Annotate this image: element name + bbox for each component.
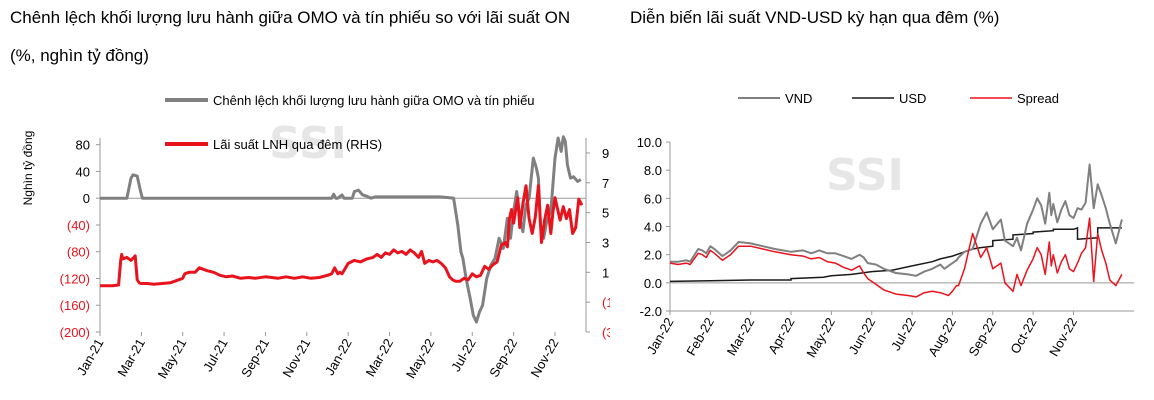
watermark: SSI bbox=[826, 150, 904, 201]
x-tick-label: Apr-22 bbox=[765, 315, 798, 356]
y-tick-label: (80) bbox=[67, 245, 90, 260]
x-tick-label: Jun-22 bbox=[845, 315, 878, 357]
y-tick-label: 0 bbox=[83, 191, 90, 206]
x-tick-label: Nov-22 bbox=[528, 336, 562, 380]
chart-left-subtitle: (%, nghìn tỷ đồng) bbox=[10, 46, 149, 65]
y-tick-label: 2.0 bbox=[644, 248, 662, 263]
y-tick-label: 0.0 bbox=[644, 276, 662, 291]
y-tick-label: (120) bbox=[60, 271, 90, 286]
y2-tick-label: 5 bbox=[602, 206, 609, 221]
y-tick-label: (200) bbox=[60, 325, 90, 340]
y-tick-label: 10.0 bbox=[637, 135, 662, 150]
y-tick-label: -2.0 bbox=[640, 304, 662, 319]
x-tick-label: Jan-21 bbox=[74, 336, 107, 378]
x-tick-label: Sep-21 bbox=[238, 336, 272, 380]
x-tick-label: Jul-22 bbox=[448, 336, 479, 374]
chart-left-title: Chênh lệch khối lượng lưu hành giữa OMO … bbox=[10, 8, 571, 27]
x-tick-label: Jan-22 bbox=[644, 315, 677, 357]
x-tick-label: Feb-22 bbox=[683, 315, 717, 358]
y-tick-label: (40) bbox=[67, 218, 90, 233]
x-tick-label: Sep-22 bbox=[486, 336, 520, 380]
series-line-vnd bbox=[670, 163, 1123, 277]
y-tick-label: 80 bbox=[76, 138, 90, 153]
legend-label-overnight-rate: Lãi suất LNH qua đêm (RHS) bbox=[213, 137, 382, 152]
y2-tick-label: 3 bbox=[602, 235, 609, 250]
x-tick-label: Jan-22 bbox=[322, 336, 355, 378]
legend-label-vnd: VND bbox=[785, 91, 812, 106]
legend-label-spread: Spread bbox=[1017, 91, 1059, 106]
chart-right-title: Diễn biến lãi suất VND-USD kỳ hạn qua đê… bbox=[630, 8, 1000, 27]
x-tick-label: Jul-22 bbox=[888, 315, 919, 353]
y2-tick-label: 9 bbox=[602, 146, 609, 161]
x-tick-label: Aug-22 bbox=[925, 315, 959, 359]
legend-label-usd: USD bbox=[899, 91, 926, 106]
y-tick-label: (160) bbox=[60, 298, 90, 313]
x-tick-label: Oct-22 bbox=[1007, 315, 1039, 356]
x-tick-label: May-22 bbox=[803, 315, 838, 360]
y-tick-label: 4.0 bbox=[644, 220, 662, 235]
x-tick-label: Mar-22 bbox=[363, 336, 397, 379]
x-tick-label: Jul-21 bbox=[200, 336, 231, 374]
y-tick-label: 40 bbox=[76, 164, 90, 179]
x-tick-label: Nov-21 bbox=[279, 336, 313, 380]
x-tick-label: Mar-21 bbox=[114, 336, 148, 379]
y2-tick-label: (3) bbox=[602, 325, 610, 340]
watermark: SSI bbox=[269, 118, 347, 169]
x-tick-label: Sep-22 bbox=[965, 315, 999, 359]
legend-label-omo-spread: Chênh lệch khối lượng lưu hành giữa OMO … bbox=[213, 93, 535, 108]
y2-tick-label: (1) bbox=[602, 295, 610, 310]
x-tick-label: Mar-22 bbox=[724, 315, 758, 358]
series-line-overnight-rate bbox=[100, 184, 584, 288]
y-axis-title: Nghìn tỷ đồng bbox=[21, 131, 35, 206]
y-tick-label: 8.0 bbox=[644, 163, 662, 178]
chart-left: SSI 80 40 0 (40) (80) (120) (160) (200) 9 7 5 3 1 (1) (… bbox=[21, 93, 610, 381]
y2-tick-label: 7 bbox=[602, 176, 609, 191]
x-tick-label: May-21 bbox=[155, 336, 190, 381]
x-tick-label: May-22 bbox=[403, 336, 438, 381]
y2-tick-label: 1 bbox=[602, 265, 609, 280]
x-tick-label: Nov-22 bbox=[1046, 315, 1080, 359]
series-line-omo-spread bbox=[100, 135, 582, 324]
y-tick-label: 6.0 bbox=[644, 191, 662, 206]
series-line-spread bbox=[669, 217, 1123, 298]
